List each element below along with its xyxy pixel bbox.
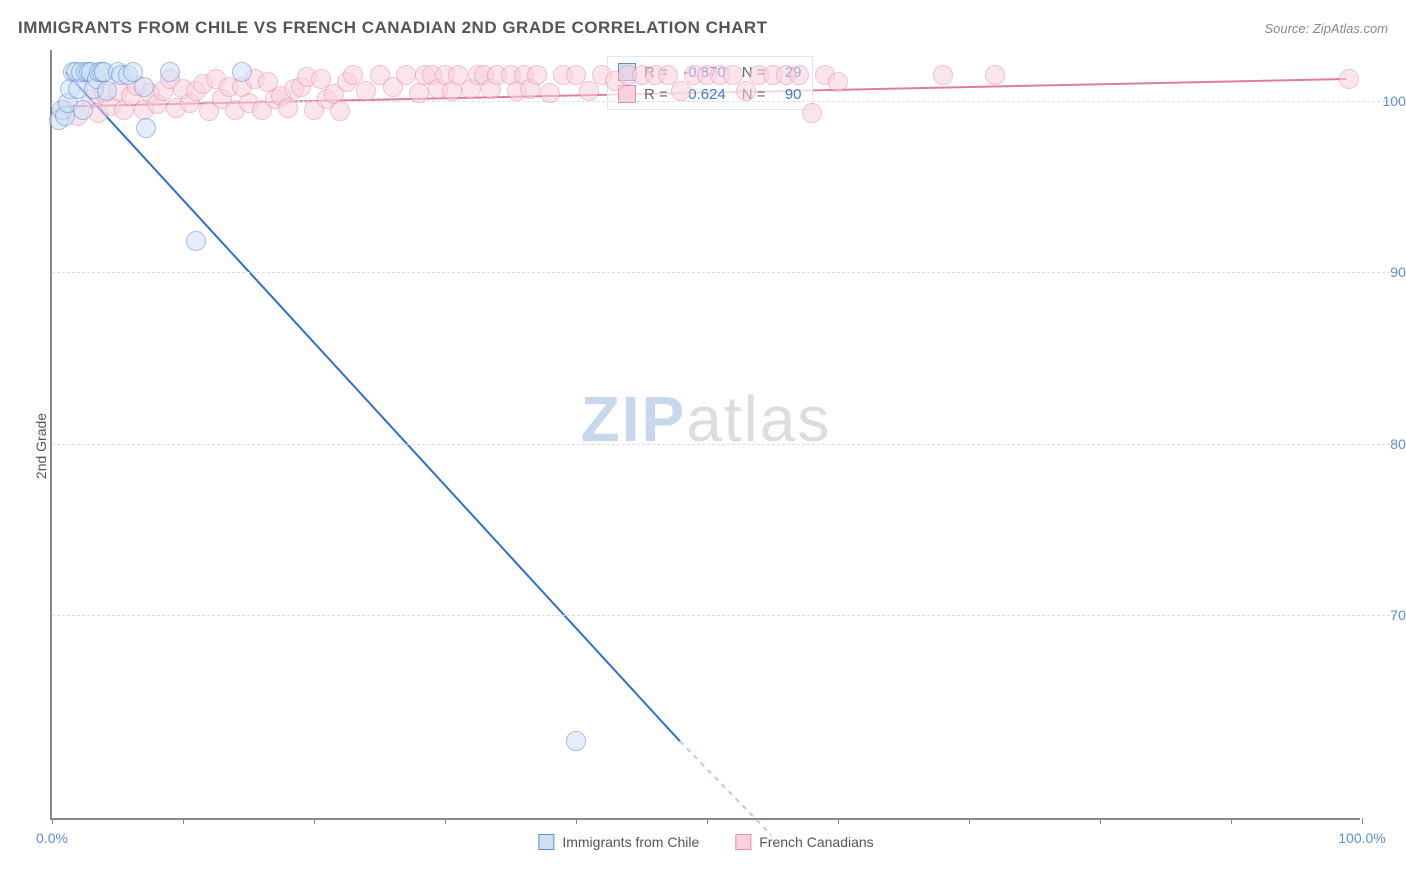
chile-point xyxy=(232,62,252,82)
french-point xyxy=(540,83,560,103)
x-tick xyxy=(707,818,708,824)
legend-swatch xyxy=(735,834,751,850)
x-tick xyxy=(969,818,970,824)
y-tick-label: 70.0% xyxy=(1370,607,1406,623)
french-point xyxy=(396,65,416,85)
x-tick-label: 0.0% xyxy=(36,830,68,846)
legend-item-french: French Canadians xyxy=(735,834,873,850)
legend-label: Immigrants from Chile xyxy=(562,834,699,850)
chile-point xyxy=(186,231,206,251)
legend-item-chile: Immigrants from Chile xyxy=(538,834,699,850)
french-point xyxy=(802,103,822,123)
x-tick xyxy=(183,818,184,824)
y-tick-label: 90.0% xyxy=(1370,264,1406,280)
x-tick xyxy=(445,818,446,824)
gridline xyxy=(52,444,1400,445)
y-tick-label: 80.0% xyxy=(1370,436,1406,452)
french-point xyxy=(278,98,298,118)
french-point xyxy=(330,101,350,121)
chart-title: IMMIGRANTS FROM CHILE VS FRENCH CANADIAN… xyxy=(18,18,768,38)
french-point xyxy=(409,83,429,103)
gridline xyxy=(52,272,1400,273)
x-tick xyxy=(1231,818,1232,824)
x-tick xyxy=(838,818,839,824)
french-point xyxy=(985,65,1005,85)
stat-n-value: 90 xyxy=(774,86,802,103)
chile-point xyxy=(136,118,156,138)
french-point xyxy=(789,65,809,85)
legend-bottom: Immigrants from Chile French Canadians xyxy=(538,834,873,850)
stat-r-label: R = xyxy=(644,86,668,103)
chile-point xyxy=(160,62,180,82)
x-tick xyxy=(1100,818,1101,824)
regression-lines xyxy=(52,50,1360,818)
legend-label: French Canadians xyxy=(759,834,873,850)
x-tick xyxy=(576,818,577,824)
scatter-plot: ZIPatlas R =-0.870N =29R =0.624N =90 Imm… xyxy=(50,50,1360,820)
source-label: Source: ZipAtlas.com xyxy=(1264,21,1388,36)
y-axis-label: 2nd Grade xyxy=(33,413,49,479)
chile-point xyxy=(97,81,117,101)
x-tick xyxy=(1362,818,1363,824)
y-tick-label: 100.0% xyxy=(1370,93,1406,109)
gridline xyxy=(52,615,1400,616)
x-tick xyxy=(314,818,315,824)
french-point xyxy=(933,65,953,85)
french-point xyxy=(527,65,547,85)
chile-point xyxy=(73,100,93,120)
french-point xyxy=(1339,69,1359,89)
chile-point xyxy=(566,731,586,751)
chile-point xyxy=(134,77,154,97)
legend-swatch xyxy=(538,834,554,850)
french-point xyxy=(828,72,848,92)
x-tick xyxy=(52,818,53,824)
chart-header: IMMIGRANTS FROM CHILE VS FRENCH CANADIAN… xyxy=(18,18,1388,38)
x-tick-label: 100.0% xyxy=(1338,830,1385,846)
